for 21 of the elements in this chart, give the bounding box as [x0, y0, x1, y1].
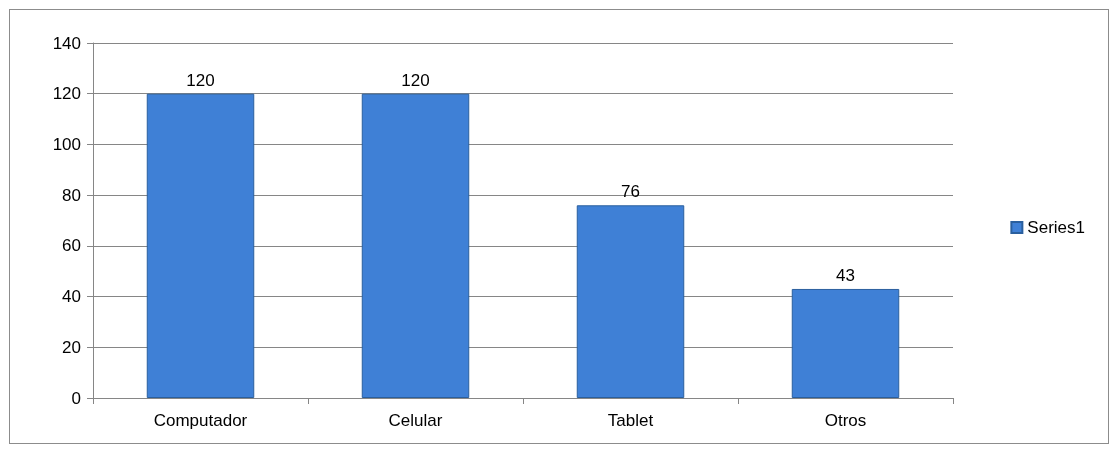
data-label: 76: [621, 182, 640, 202]
y-tick-label: 100: [52, 134, 81, 154]
x-tick-label: Computador: [153, 411, 248, 430]
bar: [791, 288, 900, 398]
data-label: 120: [186, 70, 215, 90]
y-tick-label: 120: [52, 84, 81, 104]
data-label: 43: [836, 265, 855, 285]
y-tick-label: 20: [62, 337, 81, 357]
bar: [146, 93, 255, 398]
y-tick-label: 40: [62, 287, 81, 307]
y-tick-label: 80: [62, 185, 81, 205]
bar: [361, 93, 470, 398]
legend-label: Series1: [1027, 218, 1085, 237]
y-tick-label: 140: [52, 33, 81, 53]
bar: [576, 205, 685, 398]
y-tick-label: 60: [62, 236, 81, 256]
x-tick-label: Tablet: [607, 411, 654, 430]
x-tick-label: Celular: [388, 411, 443, 430]
x-tick-label: Otros: [824, 411, 867, 430]
data-label: 120: [401, 70, 430, 90]
y-tick-label: 0: [71, 388, 81, 408]
